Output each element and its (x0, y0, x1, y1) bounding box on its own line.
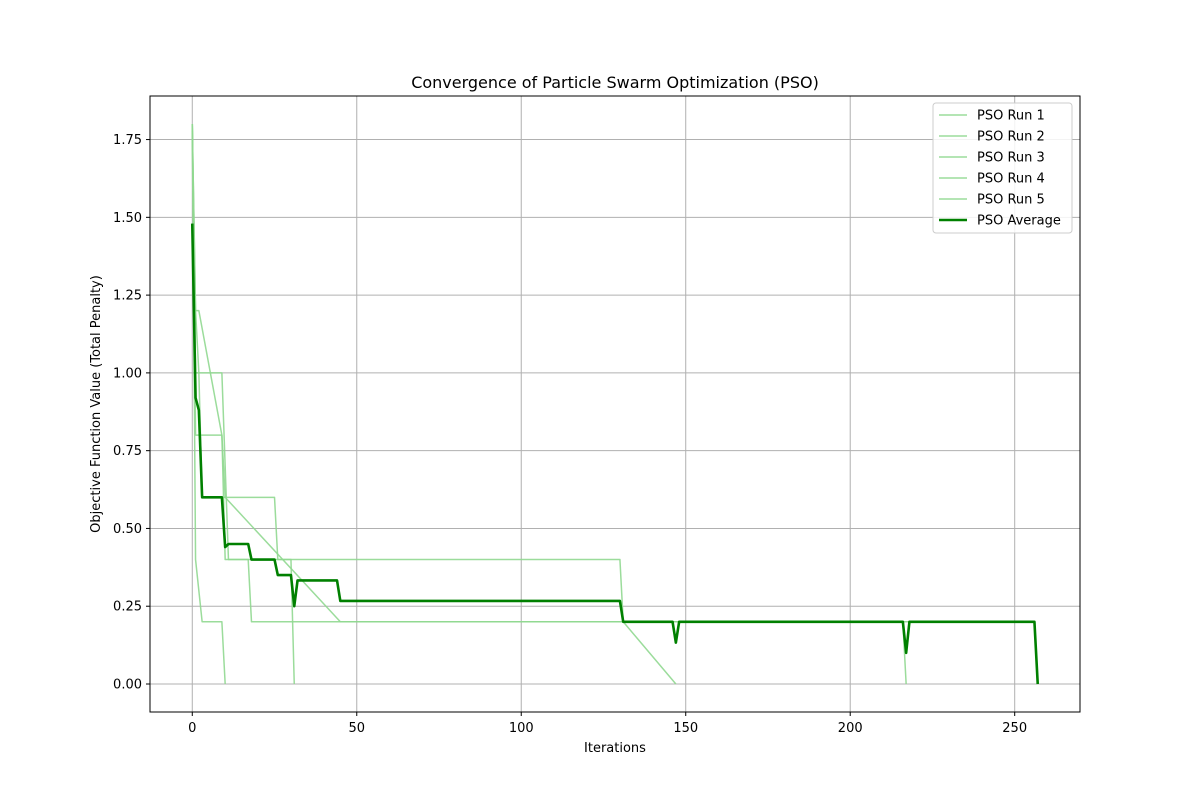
x-tick-label: 200 (838, 721, 863, 736)
legend-label: PSO Run 4 (977, 172, 1045, 187)
y-tick-label: 1.50 (113, 211, 142, 226)
x-axis-label: Iterations (584, 741, 646, 756)
chart-title: Convergence of Particle Swarm Optimizati… (411, 73, 819, 92)
legend-label: PSO Run 5 (977, 193, 1045, 208)
plot-frame (149, 95, 1081, 713)
legend-box (932, 102, 1073, 234)
y-tick-label: 0.50 (113, 522, 142, 537)
series-line-6 (190, 223, 1040, 685)
legend-label: PSO Average (977, 214, 1061, 229)
x-tick-label: 0 (188, 721, 196, 736)
x-tick-label: 100 (509, 721, 534, 736)
y-tick-label: 1.00 (113, 366, 142, 381)
legend-label: PSO Run 1 (977, 109, 1045, 124)
x-tick-label: 50 (348, 721, 365, 736)
legend: PSO Run 1 PSO Run 2 PSO Run 3 PSO Run 4 PSO … (932, 102, 1073, 234)
legend-label: PSO Run 3 (977, 151, 1045, 166)
axis-ticks: 0 50 100 150 200 250 0.00 0.25 0.50 0.75 1.00 1.25 1… (113, 133, 1027, 736)
series-line-2 (191, 123, 226, 685)
y-tick-label: 0.75 (113, 444, 142, 459)
grid (150, 96, 1080, 712)
y-tick-label: 1.25 (113, 289, 142, 304)
x-tick-label: 250 (1002, 721, 1027, 736)
y-axis-label: Objective Function Value (Total Penalty) (89, 275, 104, 533)
series-line-1 (191, 123, 677, 685)
y-tick-label: 0.00 (113, 678, 142, 693)
plot-lines (190, 123, 1040, 685)
y-tick-label: 1.75 (113, 133, 142, 148)
x-tick-label: 150 (673, 721, 698, 736)
y-tick-label: 0.25 (113, 600, 142, 615)
series-line-5 (191, 123, 295, 685)
legend-label: PSO Run 2 (977, 130, 1045, 145)
